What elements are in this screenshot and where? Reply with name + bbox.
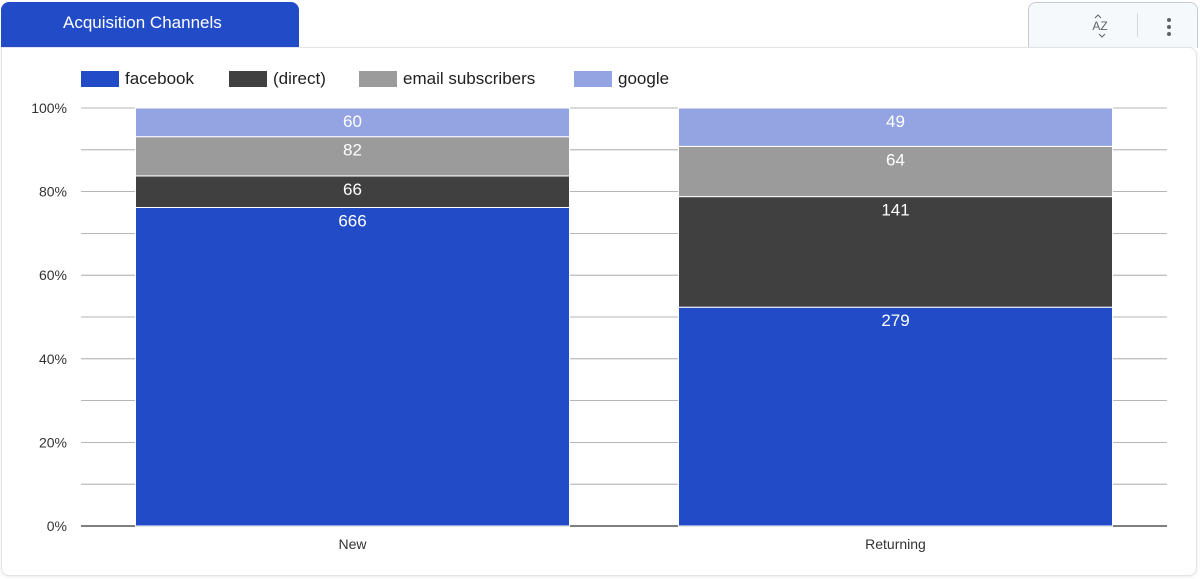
bar-email-subscribers-new: [135, 136, 570, 177]
x-tick-label: Returning: [865, 536, 926, 552]
tab-label: Acquisition Channels: [63, 13, 222, 32]
bar-facebook-returning: [678, 306, 1113, 527]
legend-swatch-google: [574, 71, 612, 87]
bar-facebook-new: [135, 206, 570, 527]
data-label: 66: [343, 180, 362, 199]
data-label: 279: [881, 311, 909, 330]
legend-label-email-subscribers: email subscribers: [403, 69, 536, 88]
toolbar-divider: [1137, 13, 1138, 37]
chart-toolbar: AZ: [1028, 2, 1198, 48]
x-tick-label: New: [338, 536, 367, 552]
data-label: 49: [886, 112, 905, 131]
bar-email-subscribers-returning: [678, 145, 1113, 198]
svg-text:AZ: AZ: [1092, 19, 1107, 33]
y-tick-label: 20%: [39, 434, 67, 450]
legend-swatch-email: [359, 71, 397, 87]
data-label: 64: [886, 150, 905, 169]
y-tick-label: 40%: [39, 351, 67, 367]
sort-az-icon[interactable]: AZ: [1085, 12, 1115, 42]
y-tick-label: 60%: [39, 267, 67, 283]
data-label: 141: [881, 201, 909, 220]
data-label: 666: [338, 211, 366, 230]
data-label: 82: [343, 141, 362, 160]
bar-google-new: [135, 107, 570, 138]
legend-label-facebook: facebook: [125, 69, 194, 88]
bar-direct-returning: [678, 196, 1113, 308]
y-tick-label: 100%: [31, 100, 67, 116]
legend-swatch-direct: [229, 71, 267, 87]
y-tick-label: 0%: [47, 518, 67, 534]
chart-legend: facebook (direct) email subscribers goog…: [0, 0, 1200, 88]
data-label: 60: [343, 112, 362, 131]
legend-label-direct: (direct): [273, 69, 326, 88]
y-tick-label: 80%: [39, 184, 67, 200]
legend-label-google: google: [618, 69, 670, 88]
bar-google-returning: [678, 107, 1113, 147]
more-vert-icon[interactable]: [1155, 12, 1183, 42]
bar-direct-new: [135, 175, 570, 208]
legend-swatch-facebook: [81, 71, 119, 87]
tab-acquisition-channels[interactable]: Acquisition Channels: [1, 2, 299, 48]
